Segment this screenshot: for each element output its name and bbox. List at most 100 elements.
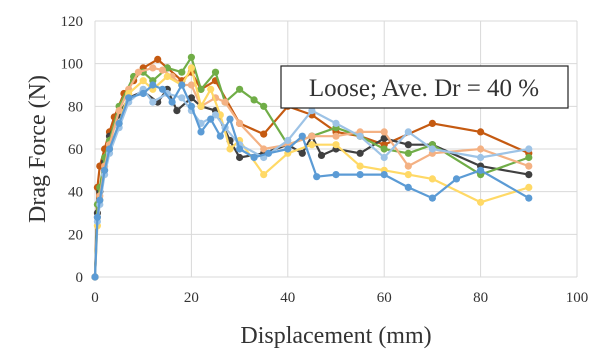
series-5-point — [187, 64, 195, 72]
series-7-point — [284, 145, 292, 153]
series-7-point — [115, 119, 123, 127]
series-7 — [91, 81, 533, 281]
series-3-point — [525, 153, 533, 162]
series-2-point — [356, 149, 364, 157]
series-6-point — [149, 98, 157, 106]
series-7-point — [207, 115, 215, 123]
series-5-point — [404, 171, 412, 179]
series-7-point — [356, 171, 364, 179]
series-4-point — [221, 98, 229, 106]
tick-labels: 0 20 40 60 80 100 120 0 20 40 60 80 100 — [61, 14, 589, 306]
series-3-point — [260, 102, 268, 110]
series-4-point — [149, 64, 157, 72]
series-1-point — [477, 128, 485, 136]
series-5-point — [139, 77, 147, 85]
series-7-point — [197, 128, 205, 136]
y-tick-label: 40 — [68, 185, 83, 201]
series-4-point — [158, 66, 167, 74]
series-6-point — [477, 153, 485, 162]
series-6-point — [211, 111, 220, 119]
x-tick-label: 100 — [566, 290, 589, 306]
annotation-label: Loose; Ave. Dr = 40 % — [309, 75, 539, 102]
series-7-point — [525, 194, 533, 202]
y-tick-label: 20 — [68, 227, 83, 243]
y-axis-title: Drag Force (N) — [25, 75, 51, 223]
annotation-box: Loose; Ave. Dr = 40 % — [280, 65, 569, 109]
series-1-point — [154, 55, 162, 64]
x-axis-title: Displacement (mm) — [240, 323, 431, 349]
series-4-point — [380, 128, 388, 136]
series-layer — [91, 53, 533, 281]
series-2-point — [236, 153, 244, 162]
series-5-point — [226, 145, 234, 153]
series-5-point — [356, 162, 364, 170]
series-5-point — [308, 141, 316, 149]
x-tick-label: 0 — [91, 290, 99, 306]
series-2-point — [404, 141, 412, 149]
series-4-point — [134, 68, 142, 76]
series-4-point — [260, 145, 268, 153]
series-7-point — [105, 145, 114, 153]
series-4-point — [308, 132, 316, 140]
series-7-point — [93, 213, 101, 221]
series-6-point — [356, 132, 364, 140]
series-4-point — [404, 162, 412, 170]
series-5-point — [525, 183, 533, 191]
series-5-point — [163, 72, 171, 81]
series-6-point — [428, 145, 436, 153]
series-4-point — [236, 119, 244, 127]
series-7-point — [226, 115, 234, 123]
series-5-point — [428, 175, 436, 183]
series-6-point — [525, 145, 533, 153]
series-7-point — [404, 183, 412, 191]
series-3-point — [211, 68, 220, 76]
series-7-point — [216, 132, 224, 140]
series-5-point — [477, 198, 485, 206]
series-4-point — [332, 132, 340, 140]
y-tick-label: 0 — [76, 270, 84, 286]
x-tick-label: 20 — [184, 290, 199, 306]
series-2-point — [317, 151, 326, 159]
series-7-point — [139, 89, 147, 98]
series-6-point — [380, 153, 388, 162]
y-tick-label: 100 — [61, 57, 84, 73]
series-4-point — [115, 107, 123, 115]
series-6-point — [404, 128, 412, 136]
series-7-point — [298, 132, 306, 140]
series-3-point — [250, 96, 258, 104]
series-3-point — [197, 85, 205, 93]
series-7-point — [380, 171, 388, 179]
series-2-point — [173, 107, 181, 115]
series-7-point — [187, 102, 195, 110]
series-7-point — [149, 81, 157, 89]
series-3-point — [380, 145, 388, 153]
series-4-point — [525, 162, 533, 170]
series-7-point — [428, 194, 436, 202]
y-tick-label: 80 — [68, 99, 83, 115]
series-3-point — [178, 68, 186, 76]
y-tick-label: 120 — [61, 14, 84, 30]
series-2-point — [525, 171, 533, 179]
series-7-point — [158, 85, 167, 93]
series-7-point — [452, 175, 461, 183]
series-2-point — [187, 94, 195, 102]
series-2-point — [298, 149, 306, 157]
series-7-point — [313, 173, 321, 181]
series-3-point — [187, 53, 195, 61]
series-7-point — [101, 166, 109, 174]
series-6-point — [308, 107, 316, 115]
series-6-point — [284, 136, 292, 145]
series-7-point — [168, 98, 176, 106]
x-tick-label: 60 — [377, 290, 392, 306]
y-tick-label: 60 — [68, 142, 83, 158]
series-1-point — [428, 119, 436, 127]
series-3-point — [236, 85, 244, 93]
series-5-point — [260, 171, 268, 179]
series-7-point — [125, 94, 133, 102]
series-3-point — [404, 149, 412, 157]
x-tick-label: 40 — [280, 290, 295, 306]
x-tick-label: 80 — [473, 290, 488, 306]
series-5-point — [332, 141, 340, 149]
